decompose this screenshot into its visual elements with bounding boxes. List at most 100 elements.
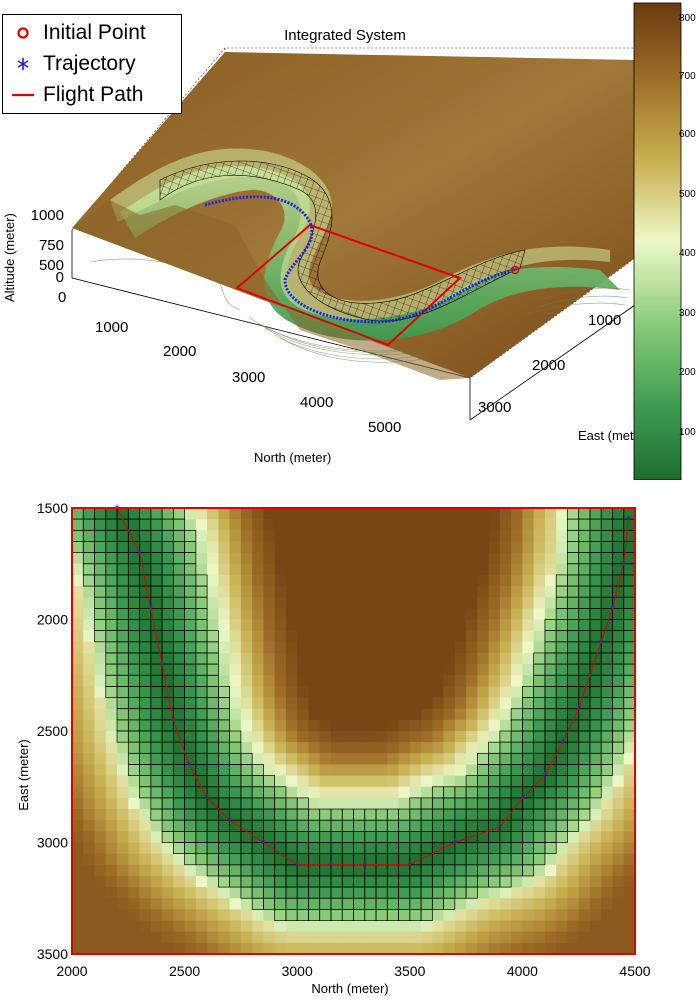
heatmap-cell	[522, 820, 535, 832]
heatmap-cell	[319, 764, 332, 777]
heatmap-cell	[477, 786, 490, 799]
heatmap-cell	[117, 742, 129, 754]
heatmap-cell	[229, 530, 242, 542]
heatmap-cell	[240, 508, 253, 520]
heatmap-cell	[623, 775, 636, 788]
heatmap-cell	[533, 742, 546, 754]
heatmap-cell	[601, 552, 613, 565]
heatmap-cell	[139, 630, 152, 643]
heatmap-cell	[499, 909, 512, 922]
heatmap-cell	[195, 608, 208, 620]
heatmap-cell	[319, 831, 332, 843]
heatmap-cell	[544, 920, 557, 933]
heatmap-cell	[589, 809, 602, 821]
heatmap-cell	[398, 887, 411, 899]
heatmap-cell	[398, 519, 411, 531]
heatmap-cell	[612, 775, 625, 788]
heatmap-cell	[409, 541, 422, 554]
heatmap-cell	[443, 586, 456, 598]
heatmap-cell	[229, 887, 242, 899]
heatmap-cell	[218, 630, 231, 643]
heatmap-cell	[139, 887, 152, 899]
heatmap-cell	[578, 909, 591, 922]
trajectory-point: *	[205, 793, 210, 805]
heatmap-cell	[94, 831, 107, 843]
heatmap-cell	[150, 530, 163, 542]
heatmap-cell	[218, 775, 231, 788]
heatmap-cell	[128, 586, 141, 598]
heatmap-cell	[499, 719, 512, 732]
heatmap-cell	[443, 909, 456, 922]
heatmap-cell	[319, 909, 332, 922]
heatmap-cell	[308, 831, 321, 843]
heatmap-cell	[409, 552, 422, 565]
heatmap-cell	[376, 942, 388, 955]
heatmap-cell	[567, 742, 580, 754]
heatmap-cell	[488, 630, 501, 643]
heatmap-cell	[342, 809, 354, 821]
heatmap-cell	[252, 586, 264, 598]
heatmap-cell	[488, 764, 501, 777]
heatmap-cell	[387, 931, 400, 944]
heatmap-cell	[398, 864, 411, 877]
heatmap-cell	[387, 619, 400, 632]
heatmap-cell	[240, 641, 253, 654]
heatmap-cell	[297, 898, 309, 910]
heatmap-cell	[522, 731, 535, 743]
heatmap-cell	[94, 675, 107, 687]
heatmap-cell	[274, 552, 287, 565]
heatmap-cell	[522, 641, 535, 654]
heatmap-cell	[409, 775, 422, 788]
heatmap-cell	[556, 608, 568, 620]
heatmap-cell	[319, 563, 332, 576]
heatmap-cell	[105, 909, 118, 922]
heatmap-cell	[297, 931, 309, 944]
heatmap-cell	[556, 931, 568, 944]
heatmap-cell	[297, 675, 309, 687]
heatmap-cell	[567, 731, 580, 743]
mesh-cell	[578, 808, 591, 821]
heatmap-cell	[263, 519, 276, 531]
heatmap-cell	[128, 809, 141, 821]
heatmap-cell	[72, 831, 84, 843]
heatmap-cell	[139, 530, 152, 542]
heatmap-cell	[567, 641, 580, 654]
heatmap-cell	[567, 820, 580, 832]
heatmap-cell	[387, 797, 400, 810]
heatmap-cell	[623, 519, 636, 531]
heatmap-cell	[387, 664, 400, 676]
heatmap-cell	[421, 842, 433, 855]
heatmap-cell	[612, 887, 625, 899]
heatmap-cell	[308, 864, 321, 877]
heatmap-cell	[319, 552, 332, 565]
heatmap-cell	[94, 697, 107, 710]
heatmap-cell	[274, 831, 287, 843]
heatmap-cell	[443, 541, 456, 554]
heatmap-cell	[207, 809, 219, 821]
heatmap-cell	[353, 652, 366, 665]
heatmap-cell	[308, 664, 321, 676]
heatmap-cell	[252, 719, 264, 732]
heatmap-cell	[376, 552, 388, 565]
heatmap-cell	[72, 608, 84, 620]
heatmap-cell	[353, 552, 366, 565]
heatmap-cell	[364, 664, 377, 676]
heatmap-cell	[398, 753, 411, 765]
heatmap-cell	[308, 809, 321, 821]
heatmap-cell	[330, 731, 343, 743]
heatmap-cell	[128, 909, 141, 922]
heatmap-cell	[308, 552, 321, 565]
heatmap-cell	[511, 831, 523, 843]
heatmap-cell	[612, 842, 625, 855]
heatmap-cell	[173, 887, 186, 899]
heatmap-cell	[218, 530, 231, 542]
heatmap-cell	[466, 552, 478, 565]
heatmap-cell	[499, 675, 512, 687]
heatmap-cell	[240, 530, 253, 542]
heatmap-cell	[207, 630, 219, 643]
heatmap-cell	[308, 742, 321, 754]
heatmap-cell	[466, 942, 478, 955]
heatmap-cell	[432, 574, 445, 587]
heatmap-cell	[589, 530, 602, 542]
heatmap-cell	[522, 809, 535, 821]
